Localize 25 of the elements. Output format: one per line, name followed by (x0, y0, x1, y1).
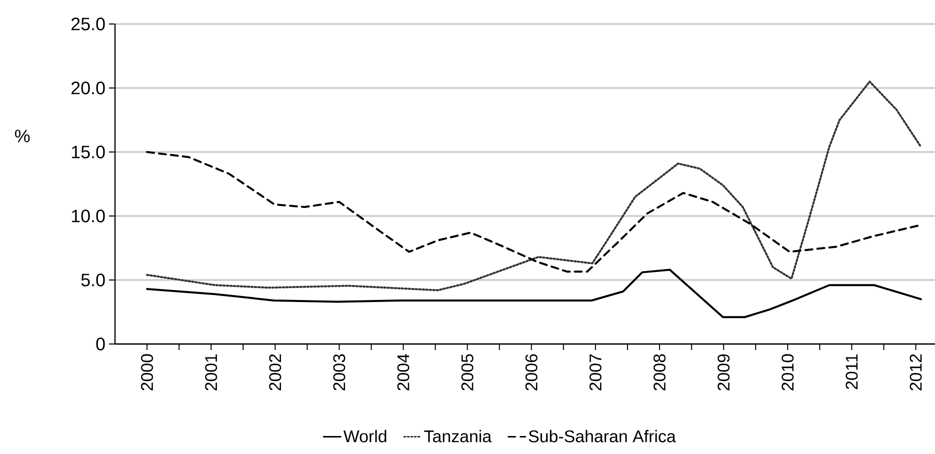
x-tick-label: 2007 (589, 354, 602, 390)
x-tick-label: 2005 (461, 354, 474, 390)
x-tick-label: 2003 (333, 354, 346, 390)
x-tick-label: 2010 (782, 354, 794, 390)
y-axis-title: % (15, 130, 30, 142)
line-series (146, 80, 922, 292)
x-tick-label: 2001 (205, 354, 218, 390)
x-tick-label: 2011 (846, 354, 858, 390)
legend-label: Sub-Saharan Africa (528, 430, 676, 442)
x-tick-label: 2009 (718, 354, 730, 390)
x-tick-label: 2008 (654, 354, 666, 390)
x-tick-label: 2006 (525, 354, 538, 390)
legend-label: World (343, 430, 386, 442)
y-tick-label: 25.0 (72, 18, 105, 30)
x-tick-label: 2000 (141, 354, 154, 390)
y-tick-label: 5.0 (81, 274, 105, 286)
x-tick-label: 2002 (269, 354, 282, 390)
y-tick-label: 10.0 (72, 210, 105, 222)
x-tick-label: 2012 (910, 354, 922, 390)
line-series (146, 268, 922, 318)
y-tick-label: 0 (96, 338, 105, 350)
legend-label: Tanzania (424, 430, 492, 442)
y-tick-label: 20.0 (72, 82, 105, 94)
y-tick-label: 15.0 (72, 146, 105, 158)
x-tick-label: 2004 (397, 354, 410, 390)
